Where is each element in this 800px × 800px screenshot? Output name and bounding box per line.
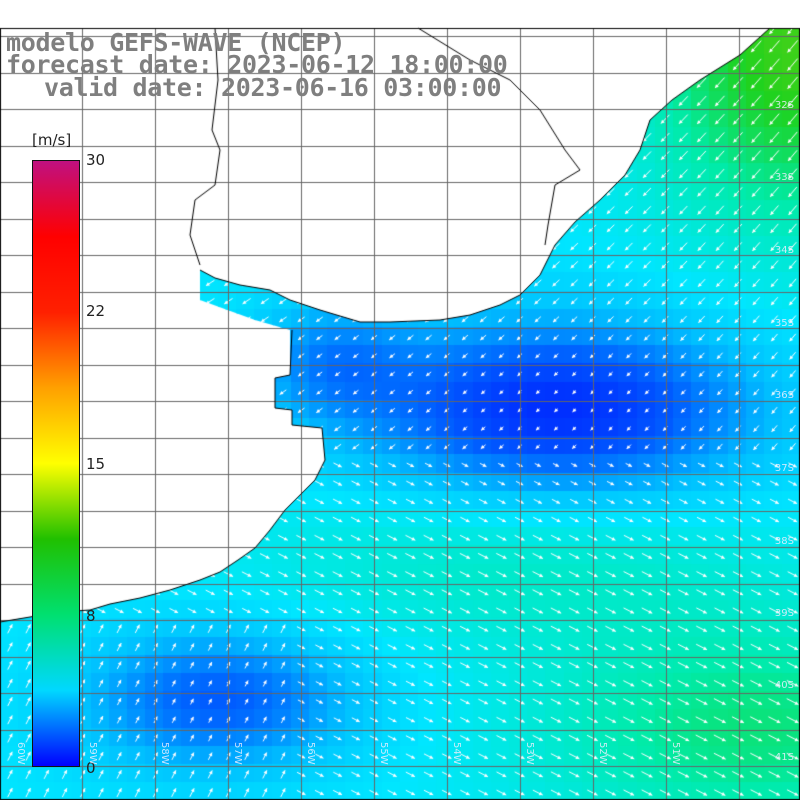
colorbar-unit-label: [m/s] <box>32 131 72 149</box>
lon-label: 52W <box>597 742 608 765</box>
lat-label: 34S <box>774 245 794 256</box>
lon-label: 59W <box>87 742 98 765</box>
model-title: modelo GEFS-WAVE (NCEP) <box>6 28 346 57</box>
lat-label: 41S <box>774 752 794 763</box>
lat-label: 38S <box>774 536 794 547</box>
valid-date-title: valid date: 2023-06-16 03:00:00 <box>44 73 502 102</box>
lon-label: 57W <box>232 742 243 765</box>
forecast-date-title: forecast date: 2023-06-12 18:00:00 <box>6 50 508 79</box>
lon-label: 56W <box>305 742 316 765</box>
lat-label: 40S <box>774 680 794 691</box>
lat-label: 37S <box>774 463 794 474</box>
lat-label: 35S <box>774 318 794 329</box>
lat-label: 39S <box>774 608 794 619</box>
colorbar-tick-15: 15 <box>86 455 106 473</box>
lon-label: 55W <box>378 742 389 765</box>
lat-label: 36S <box>774 390 794 401</box>
colorbar-tick-22: 22 <box>86 302 106 320</box>
lon-label: 54W <box>451 742 462 765</box>
lon-label: 53W <box>524 742 535 765</box>
colorbar-tick-30: 30 <box>86 151 106 169</box>
lon-label: 58W <box>159 742 170 765</box>
lon-label: 60W <box>15 742 26 765</box>
lat-label: 32S <box>774 100 794 111</box>
colorbar-tick-0: 0 <box>86 759 96 777</box>
lon-label: 51W <box>670 742 681 765</box>
colorbar <box>32 160 80 767</box>
colorbar-tick-8: 8 <box>86 607 96 625</box>
lat-label: 33S <box>774 172 794 183</box>
